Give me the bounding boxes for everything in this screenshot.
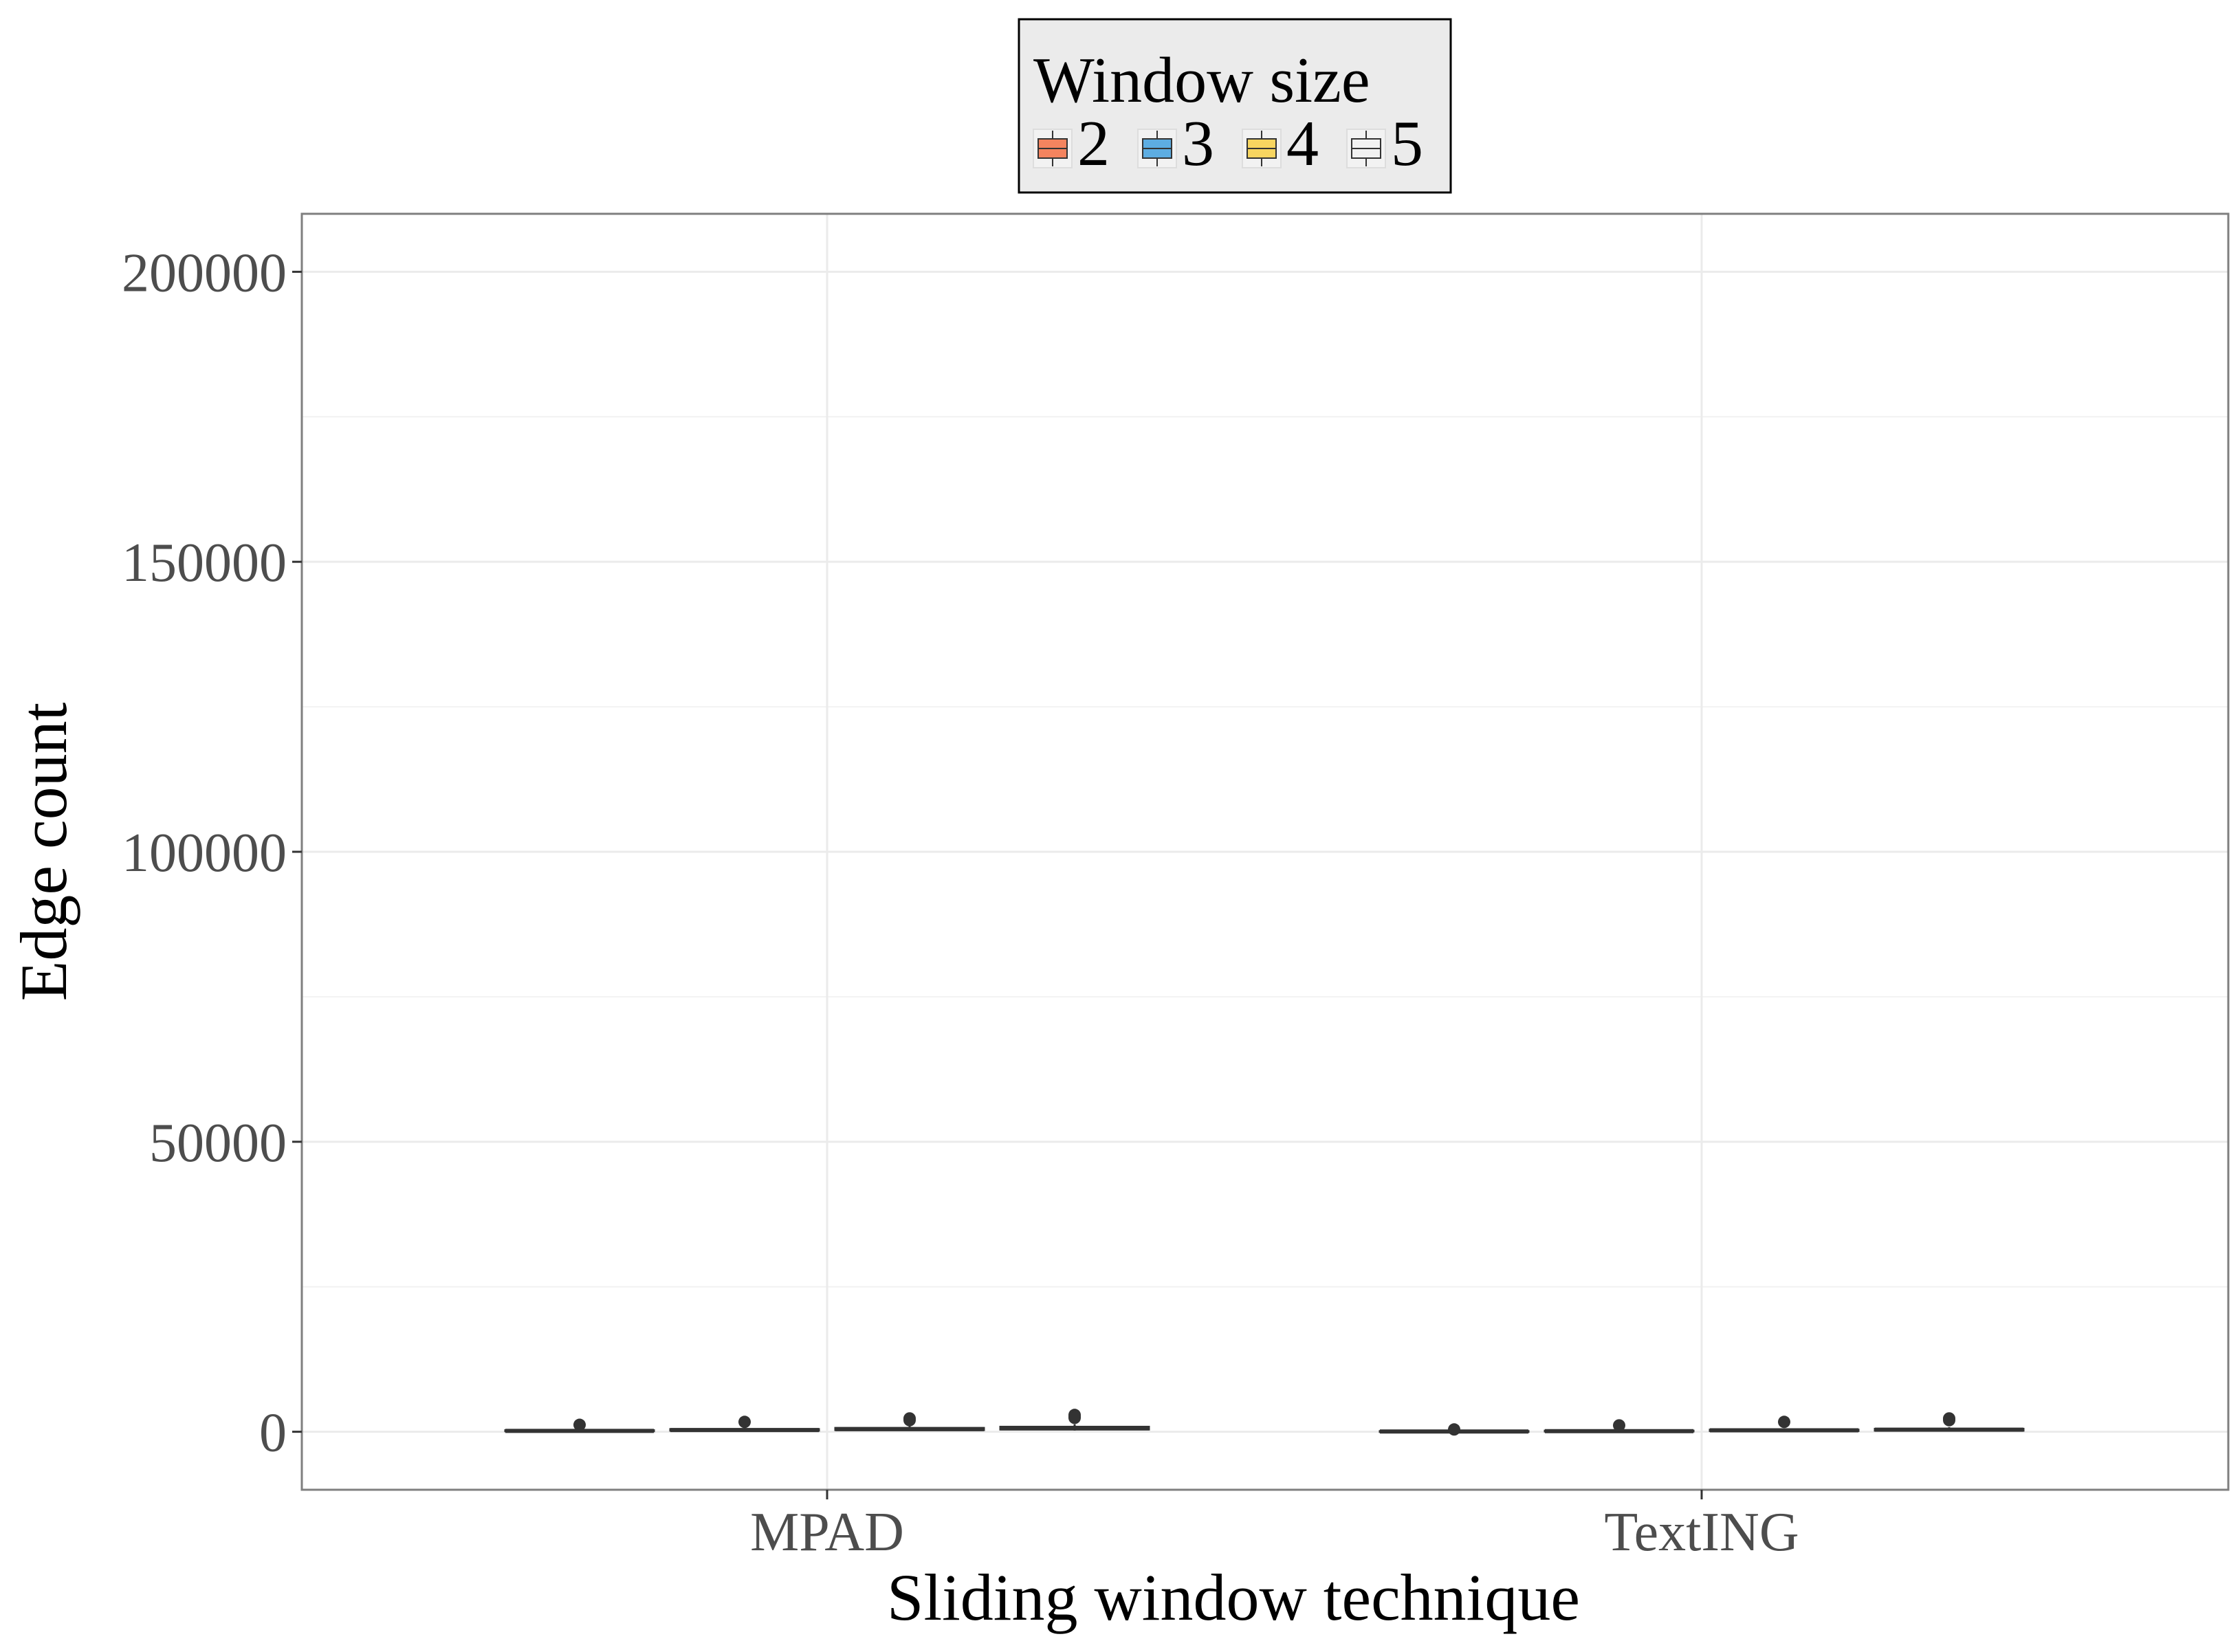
y-tick-label: 200000	[122, 243, 287, 303]
legend: Window size 2 3 4 5	[1018, 18, 1452, 194]
box-2-MPAD	[504, 1418, 655, 1433]
outlier-point	[573, 1418, 586, 1431]
legend-label: 4	[1286, 108, 1319, 179]
box-4-MPAD	[834, 1412, 985, 1431]
x-tick-label: MPAD	[750, 1502, 904, 1563]
outlier-point	[1943, 1413, 1955, 1427]
outlier-point	[738, 1416, 751, 1429]
outlier-point	[903, 1413, 916, 1427]
y-tick-label: 50000	[149, 1113, 287, 1174]
gridlines	[302, 214, 2228, 1490]
legend-title: Window size	[1033, 45, 1370, 116]
x-axis: MPAD TextING	[750, 1490, 1799, 1563]
box-4-TextING	[1709, 1416, 1860, 1433]
box-3-MPAD	[669, 1416, 820, 1433]
legend-label: 5	[1391, 108, 1423, 179]
y-tick-label: 100000	[122, 823, 287, 883]
legend-key-5: 5	[1346, 108, 1423, 179]
x-tick-label: TextING	[1604, 1502, 1799, 1563]
outlier-point	[1448, 1423, 1460, 1436]
box-5-TextING	[1874, 1412, 2025, 1432]
x-axis-title: Sliding window technique	[887, 1561, 1580, 1634]
legend-label: 2	[1077, 108, 1110, 179]
y-axis-title: Edge count	[7, 702, 80, 1001]
legend-key-4: 4	[1242, 108, 1319, 179]
legend-key-2: 2	[1033, 108, 1110, 179]
box-3-TextING	[1544, 1419, 1695, 1433]
y-tick-label: 0	[259, 1403, 287, 1464]
outlier-point	[1068, 1411, 1081, 1424]
y-tick-label: 150000	[122, 533, 287, 593]
y-axis: 0 50000 100000 150000 200000	[122, 243, 302, 1464]
box-2-TextING	[1379, 1423, 1530, 1436]
outlier-point	[1778, 1416, 1790, 1429]
legend-keys: 2 3 4 5	[1033, 108, 1423, 179]
legend-label: 3	[1182, 108, 1214, 179]
legend-key-3: 3	[1137, 108, 1214, 179]
box-series	[504, 1409, 2025, 1436]
outlier-point	[1613, 1419, 1625, 1432]
box-5-MPAD	[999, 1409, 1150, 1431]
